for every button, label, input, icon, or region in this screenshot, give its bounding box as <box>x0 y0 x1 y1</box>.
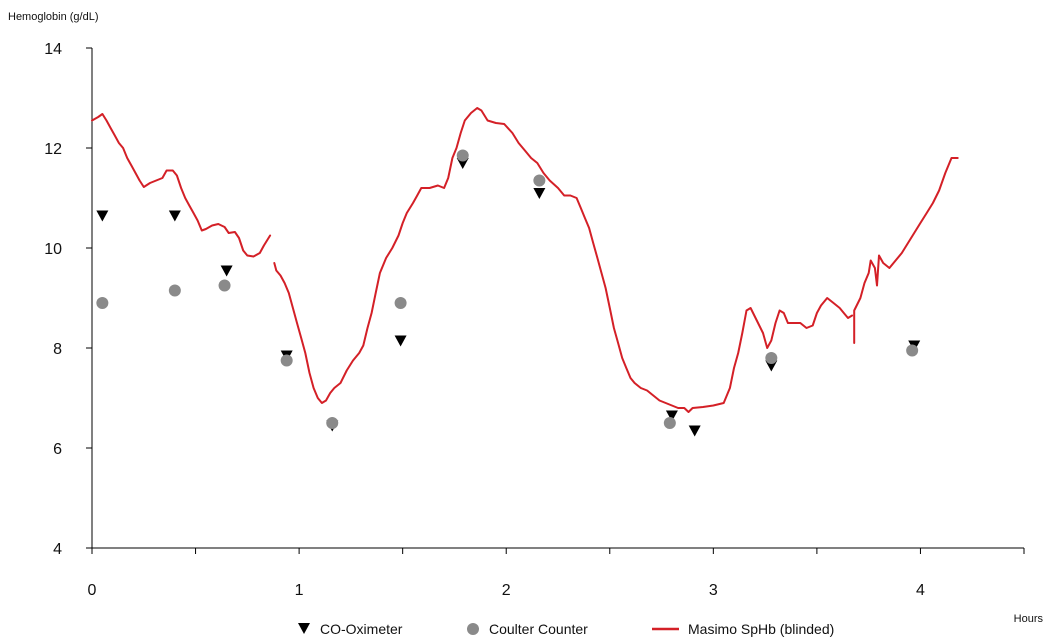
co-oximeter-point <box>96 210 109 222</box>
sphb-line-segment <box>91 113 272 258</box>
y-ticks: 4 6 8 10 12 14 <box>44 41 92 558</box>
co-oximeter-point <box>456 158 469 169</box>
legend-coulter-counter-marker <box>467 623 479 635</box>
x-tick-label: 3 <box>709 582 718 599</box>
y-tick-label: 4 <box>53 541 62 558</box>
coulter-counter-point <box>394 297 407 309</box>
sphb-line-segment <box>853 157 959 344</box>
legend-co-oximeter-marker <box>298 623 310 634</box>
co-oximeter-point <box>220 265 233 277</box>
coulter-counter-point <box>168 284 181 297</box>
legend-label: Masimo SpHb (blinded) <box>688 621 834 637</box>
x-tick-label: 4 <box>916 582 925 599</box>
co-oximeter-point <box>765 360 778 372</box>
y-tick-label: 8 <box>53 341 62 358</box>
coulter-counter-point <box>280 354 293 367</box>
y-tick-label: 12 <box>44 141 62 158</box>
legend-label: Coulter Counter <box>489 621 588 637</box>
legend-label: CO-Oximeter <box>320 621 403 637</box>
coulter-counter-point <box>533 174 546 187</box>
co-oximeter-point <box>688 425 701 437</box>
coulter-counter-point <box>765 352 778 364</box>
x-tick-label: 0 <box>88 582 97 599</box>
coulter-counter-point <box>218 279 231 292</box>
y-tick-label: 6 <box>53 441 62 458</box>
coulter-counter-point <box>96 297 109 309</box>
x-axis-title: Hours <box>1014 613 1044 625</box>
co-oximeter-point <box>665 410 678 422</box>
y-tick-label: 14 <box>44 41 62 58</box>
sphb-line-segment <box>273 107 854 413</box>
x-tick-label: 2 <box>502 582 511 599</box>
y-axis-title: Hemoglobin (g/dL) <box>8 11 99 23</box>
co-oximeter-point <box>394 335 407 347</box>
coulter-counter-point <box>906 344 919 357</box>
x-ticks: 0 1 2 3 4 <box>88 548 1025 599</box>
y-tick-label: 10 <box>44 241 62 258</box>
x-tick-label: 1 <box>295 582 304 599</box>
coulter-counter-point <box>326 417 339 429</box>
plot-area <box>91 107 959 437</box>
coulter-counter-point <box>456 149 469 162</box>
legend: CO-Oximeter Coulter Counter Masimo SpHb (b… <box>298 621 834 637</box>
co-oximeter-point <box>533 188 546 199</box>
coulter-counter-point <box>663 417 676 429</box>
co-oximeter-point <box>168 210 181 222</box>
